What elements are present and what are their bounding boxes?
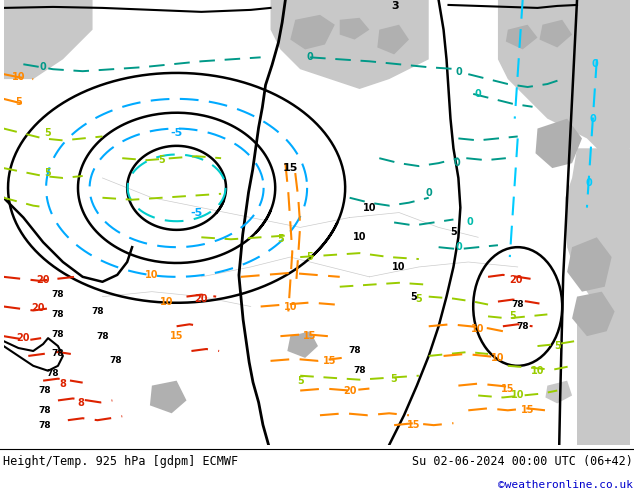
Text: 15: 15: [170, 331, 183, 341]
Text: 5: 5: [297, 376, 304, 386]
Text: 10: 10: [363, 203, 376, 213]
Text: 15: 15: [303, 331, 317, 341]
Text: 78: 78: [348, 346, 361, 355]
Text: 0: 0: [586, 178, 592, 188]
Text: -5: -5: [190, 208, 202, 218]
Text: 5: 5: [509, 311, 516, 321]
Polygon shape: [150, 381, 186, 413]
Text: 0: 0: [592, 59, 598, 69]
Text: 10: 10: [145, 270, 158, 280]
Polygon shape: [4, 0, 93, 79]
Text: 78: 78: [91, 307, 104, 316]
Polygon shape: [545, 381, 572, 403]
Text: 15: 15: [323, 356, 337, 366]
Text: 78: 78: [512, 300, 524, 309]
Text: 0: 0: [453, 158, 460, 168]
Text: 78: 78: [39, 386, 51, 395]
Text: Height/Temp. 925 hPa [gdpm] ECMWF: Height/Temp. 925 hPa [gdpm] ECMWF: [3, 455, 238, 468]
Text: 5: 5: [307, 252, 313, 262]
Text: 10: 10: [392, 262, 406, 272]
Polygon shape: [565, 148, 630, 326]
Text: 5: 5: [554, 341, 560, 351]
Text: 10: 10: [283, 301, 297, 312]
Polygon shape: [572, 292, 614, 336]
Polygon shape: [377, 24, 409, 54]
Text: 78: 78: [51, 349, 64, 359]
Polygon shape: [536, 119, 582, 168]
Text: 78: 78: [47, 369, 60, 378]
Text: 8: 8: [60, 379, 67, 389]
Text: 78: 78: [51, 310, 64, 319]
Polygon shape: [498, 0, 630, 158]
Polygon shape: [506, 24, 538, 49]
Polygon shape: [577, 317, 630, 445]
Text: 0: 0: [40, 62, 46, 72]
Text: 78: 78: [51, 330, 64, 339]
Text: -5: -5: [171, 128, 183, 139]
Text: 15: 15: [407, 420, 420, 430]
Polygon shape: [540, 20, 572, 48]
Text: 78: 78: [109, 356, 122, 366]
Text: 5: 5: [391, 374, 398, 384]
Text: 78: 78: [516, 322, 529, 331]
Text: 20: 20: [195, 294, 208, 304]
Text: 15: 15: [521, 405, 534, 416]
Text: 0: 0: [467, 218, 474, 227]
Text: 0: 0: [455, 242, 462, 252]
Text: 3: 3: [391, 1, 399, 11]
Polygon shape: [340, 18, 370, 40]
Text: 20: 20: [16, 333, 30, 343]
Text: 5: 5: [415, 294, 422, 304]
Text: 5: 5: [44, 128, 51, 139]
Polygon shape: [567, 237, 612, 292]
Text: 20: 20: [32, 303, 45, 314]
Text: Su 02-06-2024 00:00 UTC (06+42): Su 02-06-2024 00:00 UTC (06+42): [412, 455, 633, 468]
Text: 10: 10: [11, 72, 25, 82]
Text: 78: 78: [96, 332, 109, 341]
Text: 10: 10: [531, 366, 544, 376]
Text: 5: 5: [450, 227, 457, 237]
Text: 20: 20: [36, 275, 50, 285]
Text: 0: 0: [455, 67, 462, 77]
Text: 10: 10: [160, 296, 174, 307]
Text: 78: 78: [39, 420, 51, 430]
Text: 20: 20: [343, 386, 356, 395]
Polygon shape: [287, 331, 318, 358]
Text: 15: 15: [501, 384, 515, 393]
Text: 10: 10: [511, 391, 524, 400]
Text: 5: 5: [277, 234, 284, 245]
Text: 78: 78: [51, 290, 64, 299]
Text: 0: 0: [425, 188, 432, 198]
Text: 78: 78: [353, 366, 366, 375]
Text: ©weatheronline.co.uk: ©weatheronline.co.uk: [498, 480, 633, 490]
Text: 15: 15: [283, 163, 298, 173]
Text: 0: 0: [590, 114, 596, 123]
Text: 8: 8: [77, 398, 84, 408]
Text: 0: 0: [475, 89, 482, 99]
Text: 10: 10: [491, 353, 505, 363]
Polygon shape: [271, 0, 429, 89]
Text: 20: 20: [509, 275, 522, 285]
Text: 10: 10: [472, 324, 485, 334]
Text: 5: 5: [15, 97, 22, 107]
Text: 5: 5: [44, 168, 51, 178]
Text: 78: 78: [39, 406, 51, 415]
Text: 0: 0: [307, 52, 313, 62]
Polygon shape: [290, 15, 335, 49]
Text: 10: 10: [353, 232, 366, 242]
Text: 5: 5: [411, 292, 417, 302]
Text: 5: 5: [158, 155, 165, 165]
